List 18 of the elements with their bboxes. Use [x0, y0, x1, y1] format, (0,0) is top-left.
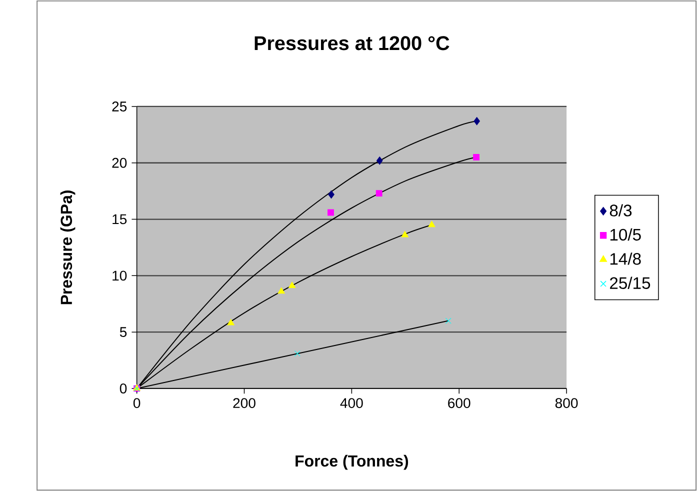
legend-label: 8/3 [610, 204, 632, 216]
y-tick-label: 5 [120, 327, 127, 337]
y-tick-label: 15 [112, 214, 127, 224]
x-tick-label: 400 [340, 398, 363, 408]
y-tick-label: 20 [112, 158, 127, 168]
legend-label: 14/8 [610, 252, 641, 265]
chart-title: Pressures at 1200 °C [254, 36, 450, 50]
x-axis-title: Force (Tonnes) [296, 454, 408, 470]
y-tick-label: 25 [112, 101, 127, 112]
legend-label: 10/5 [610, 228, 641, 241]
legend-label: 25/15 [610, 276, 650, 289]
y-axis-title: Pressure (GPa) [60, 190, 76, 304]
y-tick-label: 10 [112, 270, 127, 281]
x-tick-label: 200 [233, 398, 256, 408]
x-tick-label: 800 [555, 398, 578, 408]
x-tick-label: 600 [448, 398, 470, 408]
y-tick-label: 0 [120, 383, 127, 394]
x-tick-label: 0 [133, 398, 140, 408]
